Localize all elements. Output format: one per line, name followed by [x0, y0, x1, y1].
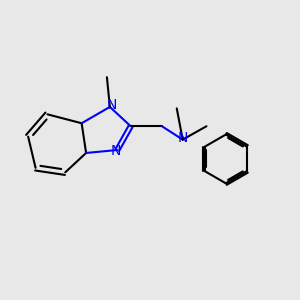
Text: N: N — [111, 145, 121, 158]
Text: N: N — [178, 131, 188, 145]
Text: N: N — [106, 98, 116, 112]
